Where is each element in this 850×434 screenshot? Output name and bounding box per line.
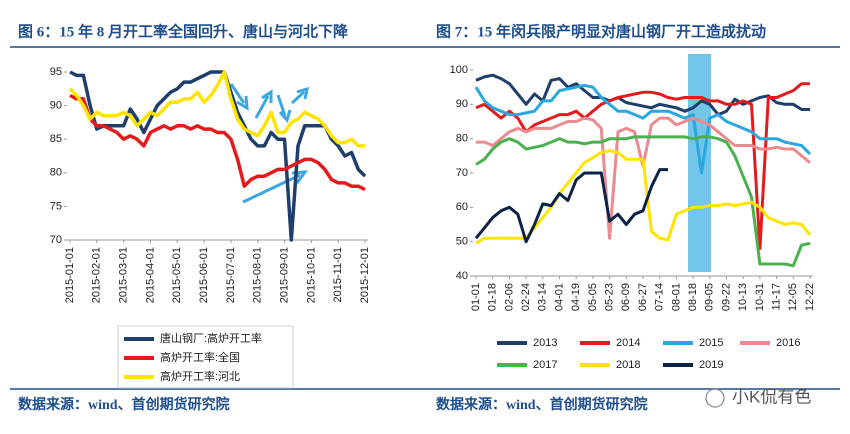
y-tick-label: 95 bbox=[50, 66, 62, 78]
x-tick-label: 04-19 bbox=[570, 283, 582, 311]
x-tick-label: 09-05 bbox=[704, 283, 716, 311]
x-tick-label: 2015-06-01 bbox=[198, 247, 210, 303]
y-tick-label: 60 bbox=[456, 201, 468, 213]
arrow-head bbox=[296, 86, 309, 100]
arrow bbox=[276, 94, 287, 117]
arrow bbox=[290, 90, 306, 105]
legend-label: 2014 bbox=[616, 337, 640, 349]
x-tick-label: 06-27 bbox=[637, 283, 649, 311]
arrows bbox=[229, 83, 309, 204]
x-tick-label: 2015-05-01 bbox=[171, 247, 183, 303]
x-tick-label: 09-22 bbox=[720, 283, 732, 311]
watermark: 小K侃有色 bbox=[732, 387, 811, 406]
y-tick-label: 75 bbox=[50, 200, 62, 212]
x-tick-label: 08-18 bbox=[687, 283, 699, 311]
x-tick-label: 02-24 bbox=[520, 283, 532, 311]
x-tick-label: 02-06 bbox=[503, 283, 515, 311]
legend-label: 高炉开工率:全国 bbox=[160, 350, 240, 364]
x-tick-label: 07-14 bbox=[654, 283, 666, 311]
x-tick-label: 12-22 bbox=[804, 283, 816, 311]
y-tick-label: 40 bbox=[456, 270, 468, 282]
x-tick-label: 01-18 bbox=[487, 283, 499, 311]
x-tick-label: 2015-01-01 bbox=[64, 247, 76, 303]
series-line bbox=[474, 168, 668, 244]
series-line bbox=[475, 73, 810, 117]
right-source: 数据来源：wind、首创期货研究院 bbox=[436, 396, 648, 413]
x-tick-label: 08-01 bbox=[670, 283, 682, 311]
legend-label: 2017 bbox=[533, 359, 557, 371]
y-tick-label: 80 bbox=[456, 133, 468, 145]
x-tick-label: 2015-10-01 bbox=[305, 247, 317, 303]
x-tick-label: 2015-07-01 bbox=[225, 247, 237, 303]
x-tick-label: 10-13 bbox=[737, 283, 749, 311]
x-tick-label: 05-05 bbox=[587, 283, 599, 311]
x-tick-label: 10-31 bbox=[754, 283, 766, 311]
watermark-icon bbox=[705, 388, 725, 408]
legend-label: 唐山钢厂:高炉开工率 bbox=[160, 331, 262, 345]
x-tick-label: 11-17 bbox=[771, 283, 783, 310]
x-tick-label: 05-23 bbox=[604, 283, 616, 311]
y-tick-label: 90 bbox=[456, 98, 468, 110]
y-tick-label: 80 bbox=[50, 167, 62, 179]
series-line bbox=[68, 70, 365, 148]
series-line bbox=[475, 135, 811, 268]
x-tick-label: 2015-09-01 bbox=[278, 247, 290, 303]
arrow bbox=[229, 83, 246, 104]
legend-label: 2019 bbox=[699, 359, 723, 371]
x-tick-label: 2015-11-01 bbox=[332, 247, 344, 302]
y-tick-label: 70 bbox=[50, 234, 62, 246]
arrow bbox=[254, 95, 270, 119]
arrow-head bbox=[278, 109, 292, 124]
x-tick-label: 2015-08-01 bbox=[252, 247, 264, 303]
x-tick-label: 2015-02-01 bbox=[91, 247, 103, 303]
x-tick-label: 2015-12-01 bbox=[359, 247, 371, 303]
series-line bbox=[475, 82, 810, 250]
y-tick-label: 85 bbox=[50, 133, 62, 145]
x-tick-label: 06-09 bbox=[620, 283, 632, 311]
arrow-head bbox=[261, 89, 273, 103]
legend-label: 2018 bbox=[616, 359, 640, 371]
series-line bbox=[474, 83, 812, 175]
left-title: 图 6：15 年 8 月开工率全国回升、唐山与河北下降 bbox=[18, 22, 349, 40]
legend-label: 2015 bbox=[699, 337, 723, 349]
series-line bbox=[69, 93, 366, 192]
series-line bbox=[69, 70, 367, 242]
x-tick-label: 03-14 bbox=[537, 283, 549, 311]
right-title: 图 7：15 年闵兵限产明显对唐山钢厂开工造成扰动 bbox=[436, 22, 766, 40]
y-tick-label: 70 bbox=[456, 167, 468, 179]
legend-label: 2016 bbox=[776, 337, 800, 349]
legend-label: 高炉开工率:河北 bbox=[160, 369, 240, 383]
x-tick-label: 2015-03-01 bbox=[118, 247, 130, 303]
arrow-head bbox=[236, 95, 249, 111]
legend-label: 2013 bbox=[533, 337, 557, 349]
left-source: 数据来源：wind、首创期货研究院 bbox=[18, 396, 230, 413]
y-tick-label: 50 bbox=[456, 236, 468, 248]
x-tick-label: 12-05 bbox=[787, 283, 799, 311]
y-tick-label: 90 bbox=[50, 100, 62, 112]
y-tick-label: 100 bbox=[450, 64, 468, 76]
x-tick-label: 04-01 bbox=[553, 283, 565, 311]
arrow bbox=[242, 173, 301, 204]
x-tick-label: 2015-04-01 bbox=[144, 247, 156, 303]
x-tick-label: 01-01 bbox=[470, 283, 482, 311]
